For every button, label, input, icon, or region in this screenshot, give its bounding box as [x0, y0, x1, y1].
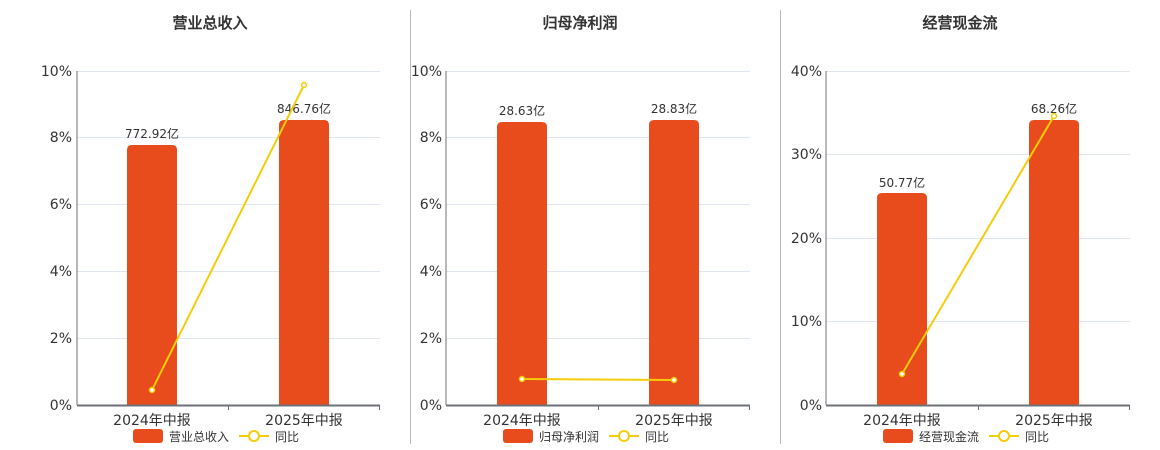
legend-bar-label[interactable]: 营业总收入 [169, 429, 230, 444]
chart-plot: 0% 2% 4% 6% 8% 10% 772.92亿 846.76亿 2024年… [41, 64, 380, 429]
chart-panel-operating-cash-flow: 经营现金流 0% 10% 20% 30% 40% 50.77亿 68.26亿 2… [750, 0, 1160, 450]
y-tick: 0% [50, 398, 72, 414]
bar-label: 28.83亿 [651, 101, 697, 116]
y-tick: 6% [50, 197, 72, 213]
legend-bar-label[interactable]: 归母净利润 [539, 429, 600, 444]
bar-2025[interactable] [1029, 120, 1079, 405]
chart-title: 经营现金流 [922, 14, 998, 32]
x-tick: 2025年中报 [1015, 413, 1093, 429]
y-tick: 2% [50, 331, 72, 347]
bar-2025[interactable] [279, 120, 329, 405]
line-legend-icon[interactable] [239, 429, 270, 443]
y-tick: 8% [420, 130, 442, 146]
chart-title: 归母净利润 [542, 14, 618, 32]
yoy-line[interactable] [151, 84, 305, 391]
y-tick: 0% [800, 398, 822, 414]
x-tick: 2024年中报 [863, 413, 941, 429]
line-legend-icon[interactable] [989, 429, 1020, 443]
chart-panel-net-profit: 归母净利润 0% 2% 4% 6% 8% 10% 28.63亿 28.83亿 2… [370, 0, 780, 450]
y-tick: 20% [791, 231, 822, 247]
bar-2024[interactable] [127, 145, 177, 405]
yoy-line[interactable] [521, 378, 675, 381]
y-tick: 10% [41, 64, 72, 80]
legend-line-label[interactable]: 同比 [275, 429, 300, 444]
bar-label: 772.92亿 [125, 126, 179, 141]
bar-legend-swatch[interactable] [133, 429, 163, 443]
bar-label: 50.77亿 [879, 175, 925, 190]
bar-2025[interactable] [649, 120, 699, 405]
y-tick: 8% [50, 130, 72, 146]
legend-line-label[interactable]: 同比 [645, 429, 670, 444]
y-tick: 40% [791, 64, 822, 80]
bar-legend-swatch[interactable] [883, 429, 913, 443]
y-tick: 30% [791, 147, 822, 163]
chart-legend: 经营现金流 同比 [883, 427, 1049, 445]
y-tick: 10% [411, 64, 442, 80]
yoy-line[interactable] [901, 115, 1055, 375]
chart-panel-revenue: 营业总收入 0% 2% 4% 6% 8% 10% 772.92亿 846.76亿… [0, 0, 410, 450]
chart-legend: 归母净利润 同比 [503, 427, 669, 445]
chart-legend: 营业总收入 同比 [133, 427, 299, 445]
bar-legend-swatch[interactable] [503, 429, 533, 443]
x-tick: 2025年中报 [265, 413, 343, 429]
bar-2024[interactable] [497, 122, 547, 405]
panel-separator [410, 10, 411, 444]
bar-label: 68.26亿 [1031, 101, 1077, 116]
y-tick: 2% [420, 331, 442, 347]
legend-bar-label[interactable]: 经营现金流 [919, 429, 980, 444]
x-tick: 2025年中报 [635, 413, 713, 429]
x-tick: 2024年中报 [483, 413, 561, 429]
legend-line-label[interactable]: 同比 [1025, 429, 1050, 444]
y-tick: 6% [420, 197, 442, 213]
chart-title: 营业总收入 [172, 14, 248, 32]
y-tick: 0% [420, 398, 442, 414]
chart-plot: 0% 10% 20% 30% 40% 50.77亿 68.26亿 2024年中报… [791, 64, 1130, 429]
y-tick: 4% [50, 264, 72, 280]
bar-label: 846.76亿 [277, 101, 331, 116]
chart-plot: 0% 2% 4% 6% 8% 10% 28.63亿 28.83亿 2024年中报… [411, 64, 750, 429]
y-tick: 10% [791, 314, 822, 330]
x-tick: 2024年中报 [113, 413, 191, 429]
line-legend-icon[interactable] [609, 429, 640, 443]
panel-separator [780, 10, 781, 444]
bar-label: 28.63亿 [499, 103, 545, 118]
y-tick: 4% [420, 264, 442, 280]
